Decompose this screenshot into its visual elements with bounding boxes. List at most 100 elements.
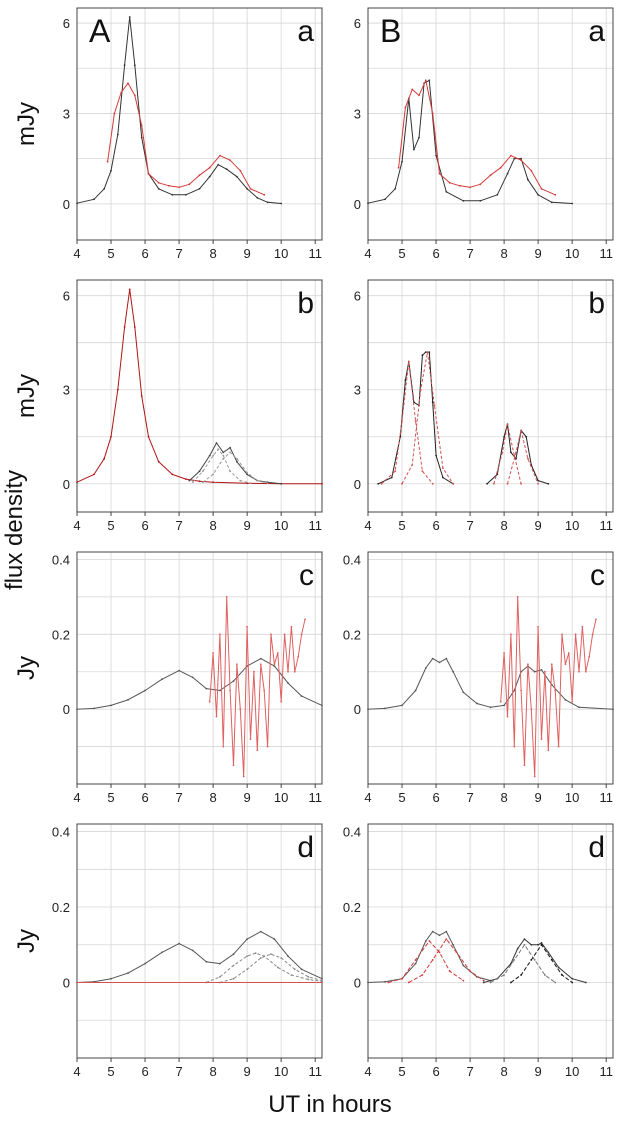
data-point	[293, 670, 296, 673]
x-tick-label: 11	[599, 790, 613, 805]
data-point	[544, 974, 546, 976]
series-line-model	[76, 658, 323, 710]
data-point	[384, 198, 386, 201]
data-point	[513, 745, 516, 748]
data-point	[469, 970, 471, 973]
x-tick-label: 8	[209, 518, 216, 533]
data-point	[212, 652, 215, 654]
data-point	[219, 962, 221, 965]
data-point	[530, 943, 533, 946]
data-point	[208, 700, 211, 703]
data-point	[161, 678, 164, 681]
data-point	[401, 420, 403, 422]
data-point	[259, 957, 262, 959]
data-point	[462, 691, 465, 694]
data-point	[537, 943, 539, 946]
x-tick-label: 8	[500, 518, 507, 533]
data-point	[554, 689, 557, 692]
x-tick-label: 9	[244, 518, 251, 533]
y-tick-label: 6	[354, 16, 361, 31]
panel-column-label: B	[380, 13, 401, 49]
y-tick-label: 3	[354, 383, 361, 398]
x-tick-label: 5	[107, 1064, 114, 1079]
data-point	[523, 943, 526, 946]
series-line-sum-late	[483, 938, 586, 983]
data-point	[76, 981, 78, 984]
data-point	[321, 977, 323, 980]
data-point	[191, 481, 194, 484]
plot-frame	[76, 823, 323, 1059]
data-point	[321, 981, 323, 984]
data-point	[537, 479, 539, 482]
data-point	[540, 943, 543, 946]
data-point	[246, 473, 249, 476]
data-point	[411, 88, 414, 91]
data-point	[390, 476, 393, 479]
data-point	[581, 625, 584, 628]
data-point	[232, 764, 235, 767]
data-point	[157, 460, 160, 463]
data-point	[540, 738, 543, 740]
data-point	[191, 949, 194, 952]
series-line-component-e1	[381, 361, 434, 485]
data-point	[413, 148, 415, 151]
data-point	[421, 470, 424, 473]
data-point	[188, 479, 191, 482]
y-tick-label: 0	[63, 477, 70, 492]
data-point	[106, 160, 109, 163]
shared-y-axis-label: flux density	[1, 470, 28, 590]
x-tick-label: 9	[244, 246, 251, 261]
data-point	[506, 715, 509, 718]
plot-frame	[76, 551, 323, 785]
data-point	[287, 955, 289, 957]
data-point	[290, 974, 293, 976]
data-point	[236, 663, 238, 666]
data-point	[455, 951, 458, 954]
x-tick-label: 7	[466, 790, 473, 805]
y-axis-unit-label: mJy	[13, 374, 40, 418]
series-line-sum	[76, 931, 323, 983]
data-point	[414, 959, 417, 961]
data-point	[407, 360, 410, 363]
data-point	[442, 467, 444, 469]
data-point	[547, 482, 550, 485]
data-point	[287, 670, 289, 673]
data-point	[520, 429, 522, 432]
x-tick-label: 4	[364, 790, 371, 805]
x-tick-label: 9	[535, 246, 542, 261]
data-point	[253, 670, 255, 673]
y-axis-unit-label: Jy	[13, 929, 40, 953]
data-point	[496, 193, 499, 196]
x-tick-label: 7	[466, 518, 473, 533]
data-point	[533, 670, 536, 673]
data-point	[520, 482, 522, 485]
data-point	[215, 442, 218, 444]
panel-row-label: a	[297, 15, 314, 48]
data-point	[527, 663, 529, 666]
data-point	[431, 930, 434, 933]
x-tick-label: 5	[398, 790, 405, 805]
data-point	[290, 625, 293, 628]
data-point	[525, 435, 528, 438]
data-point	[246, 968, 249, 971]
data-point	[280, 957, 283, 959]
data-point	[523, 764, 526, 767]
y-tick-label: 3	[63, 383, 70, 398]
series-line-component-3	[202, 451, 268, 484]
series-line-component-l2	[507, 430, 539, 484]
data-point	[198, 187, 201, 190]
data-point	[530, 708, 533, 711]
x-tick-label: 7	[175, 246, 182, 261]
data-point	[307, 978, 310, 981]
y-tick-label: 0.4	[52, 552, 70, 567]
data-point	[503, 974, 505, 976]
data-point	[280, 700, 283, 703]
data-point	[93, 198, 95, 201]
x-tick-label: 6	[432, 246, 439, 261]
series-line-component-3	[219, 953, 323, 983]
data-point	[554, 981, 557, 984]
data-point	[479, 183, 482, 186]
data-point	[321, 704, 323, 707]
x-tick-label: 10	[565, 790, 579, 805]
